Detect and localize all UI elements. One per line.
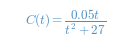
Text: $C(t) = \dfrac{0.05t}{t^{2} + 27}$: $C(t) = \dfrac{0.05t}{t^{2} + 27}$: [25, 8, 106, 37]
